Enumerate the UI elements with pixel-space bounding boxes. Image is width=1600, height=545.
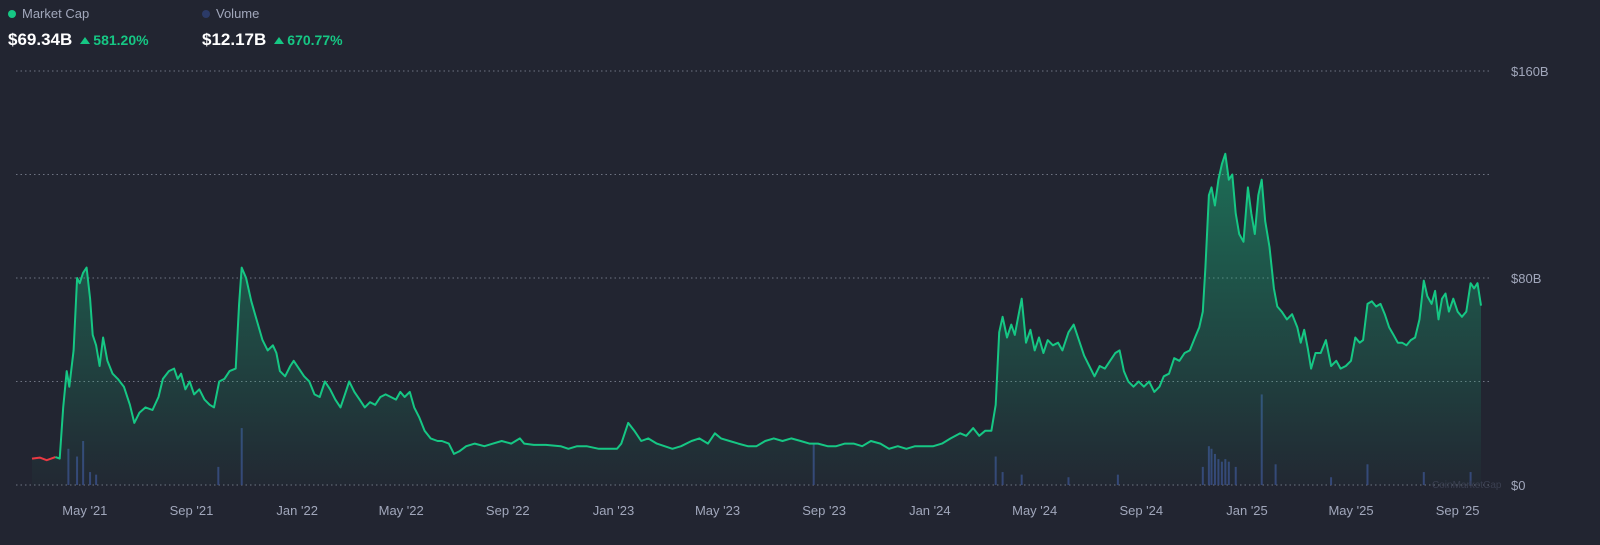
x-tick-label: Jan '23 <box>593 503 635 518</box>
x-tick-label: May '25 <box>1328 503 1373 518</box>
x-tick-label: May '24 <box>1012 503 1057 518</box>
x-tick-label: Sep '22 <box>486 503 530 518</box>
market-cap-line <box>55 152 1482 460</box>
x-tick-label: May '22 <box>379 503 424 518</box>
x-tick-label: Jan '24 <box>909 503 951 518</box>
x-tick-label: Jan '22 <box>276 503 318 518</box>
x-tick-label: May '23 <box>695 503 740 518</box>
y-tick-label: $160B <box>1511 64 1549 79</box>
y-axis: $0 $80B $160B <box>1511 64 1549 493</box>
market-cap-change-value: 581.20% <box>93 32 149 48</box>
market-cap-area <box>32 153 1481 486</box>
x-tick-label: Sep '25 <box>1436 503 1480 518</box>
market-cap-legend[interactable]: Market Cap $69.34B 581.20% <box>8 6 149 50</box>
watermark: CoinMarketCap <box>1432 480 1502 491</box>
arrow-up-icon <box>80 36 91 44</box>
x-tick-label: May '21 <box>62 503 107 518</box>
market-cap-label: Market Cap <box>22 6 90 21</box>
market-cap-dot <box>8 9 16 18</box>
volume-dot <box>202 9 210 18</box>
volume-label: Volume <box>216 6 260 21</box>
volume-change: 670.77% <box>274 32 343 48</box>
market-cap-series <box>31 152 1482 486</box>
volume-legend[interactable]: Volume $12.17B 670.77% <box>202 6 343 50</box>
market-cap-value: $69.34B <box>8 30 73 49</box>
market-cap-line-down <box>31 456 56 462</box>
x-tick-label: Sep '21 <box>170 503 214 518</box>
x-axis: May '21 Sep '21 Jan '22 May '22 Sep '22 Jan '… <box>62 503 1479 518</box>
x-tick-label: Sep '23 <box>802 503 846 518</box>
x-tick-label: Jan '25 <box>1226 503 1268 518</box>
y-tick-label: $0 <box>1511 478 1525 493</box>
y-tick-label: $80B <box>1511 271 1541 286</box>
arrow-up-icon <box>274 36 285 44</box>
market-cap-change: 581.20% <box>80 32 149 48</box>
volume-value: $12.17B <box>202 30 267 49</box>
x-tick-label: Sep '24 <box>1119 503 1163 518</box>
volume-change-value: 670.77% <box>287 32 343 48</box>
